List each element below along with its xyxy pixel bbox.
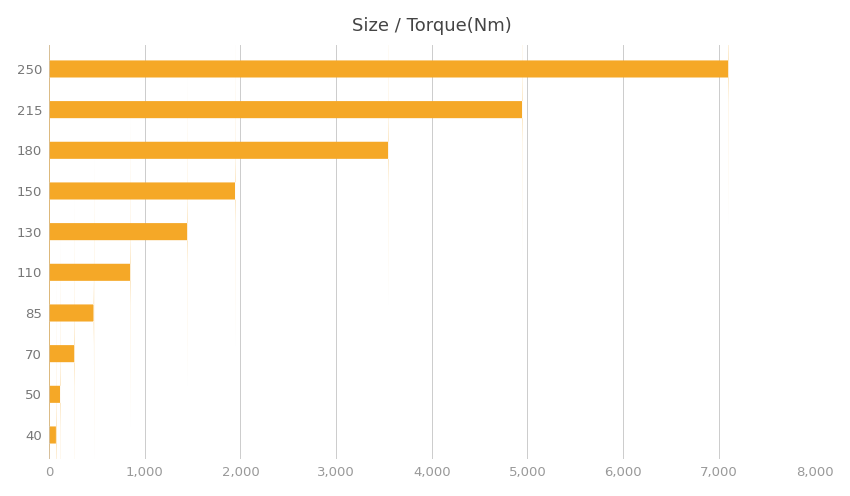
FancyBboxPatch shape [49,0,523,264]
Bar [49,183,235,199]
FancyBboxPatch shape [49,77,188,386]
FancyBboxPatch shape [49,240,60,496]
FancyBboxPatch shape [49,0,388,305]
FancyBboxPatch shape [49,281,56,496]
Bar [49,101,523,118]
Bar [49,142,388,159]
FancyBboxPatch shape [49,0,728,223]
FancyBboxPatch shape [49,199,75,496]
Bar [49,61,728,77]
Bar [49,305,94,321]
Bar [49,264,130,281]
Title: Size / Torque(Nm): Size / Torque(Nm) [352,17,512,35]
FancyBboxPatch shape [49,37,235,345]
Bar [49,427,56,443]
Bar [49,345,75,362]
FancyBboxPatch shape [49,159,94,467]
Bar [49,386,60,403]
FancyBboxPatch shape [49,118,130,427]
Bar [49,223,188,240]
